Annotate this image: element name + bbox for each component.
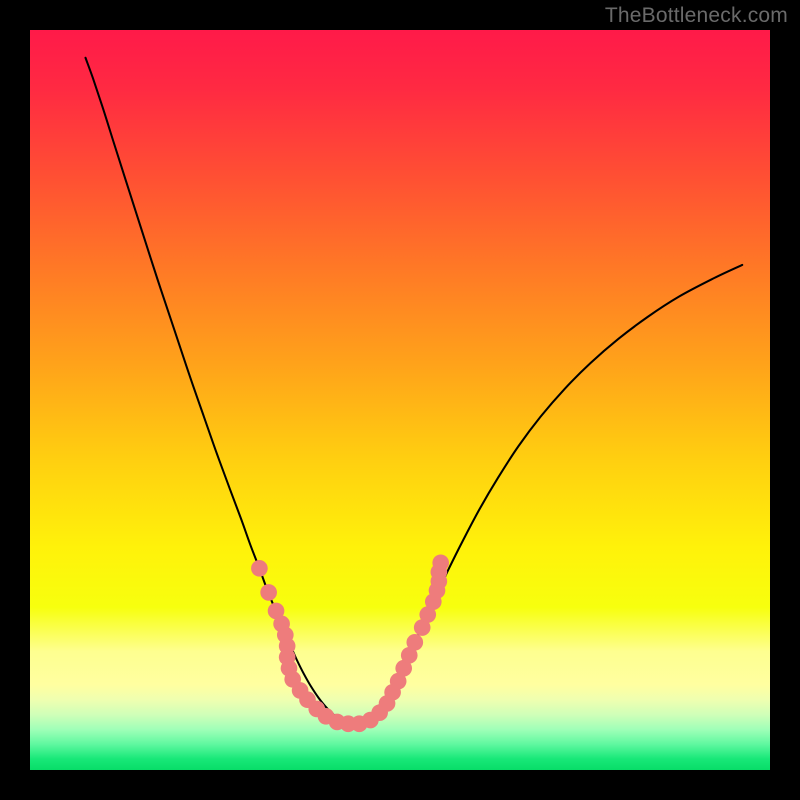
frame-border-right — [770, 0, 800, 800]
chart-plot-area — [30, 30, 770, 770]
frame-border-bottom — [0, 770, 800, 800]
marker-dots — [30, 30, 770, 770]
frame-border-left — [0, 0, 30, 800]
watermark-text: TheBottleneck.com — [605, 4, 788, 28]
